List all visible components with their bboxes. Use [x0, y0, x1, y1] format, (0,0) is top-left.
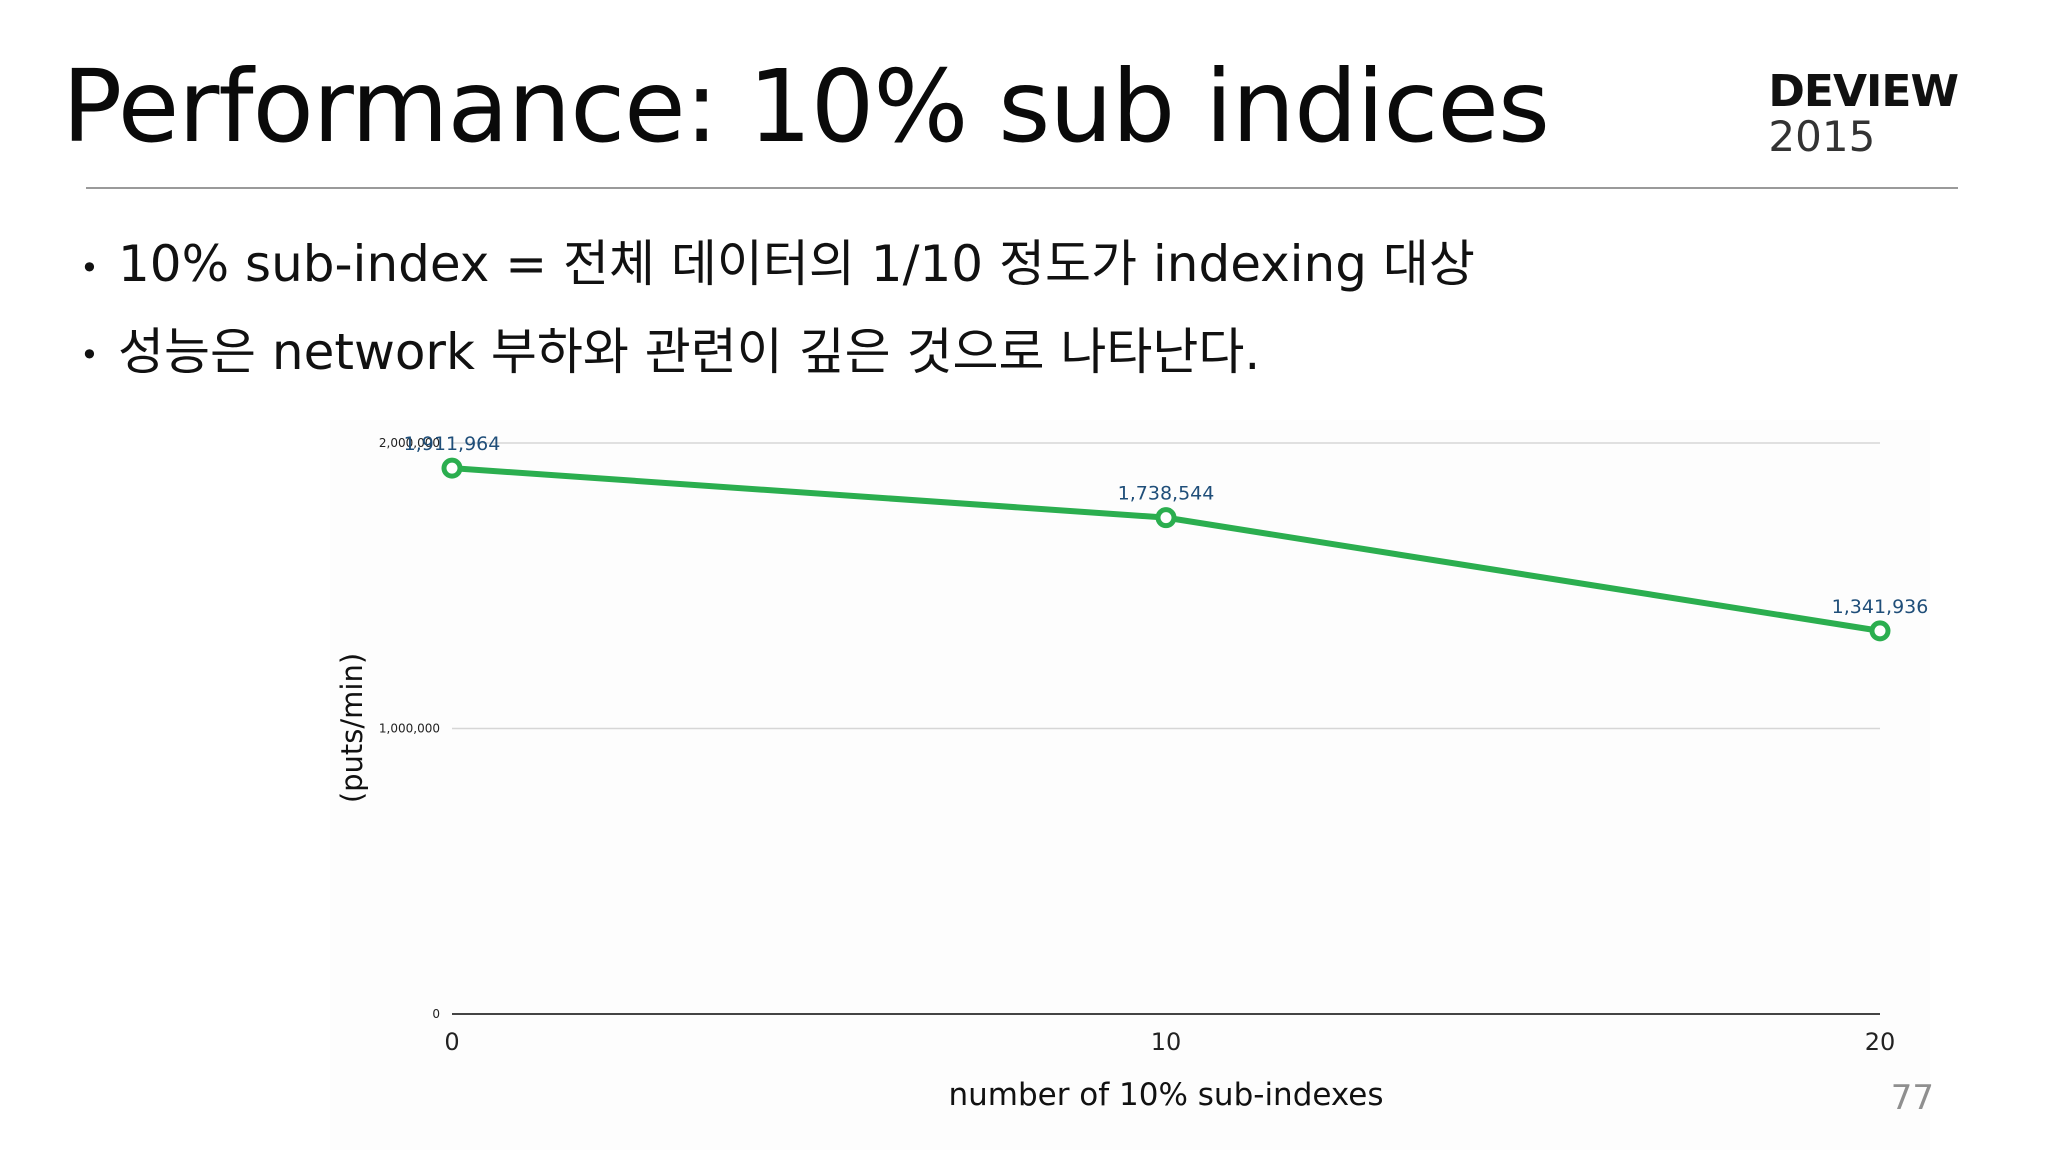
- page-number: 77: [1890, 1078, 1934, 1118]
- grid-lines: [452, 442, 1880, 730]
- x-tick-label: 0: [444, 1028, 459, 1056]
- bullet-text: 성능은 network 부하와 관련이 깊은 것으로 나타난다.: [118, 322, 1261, 381]
- series: [441, 457, 1891, 642]
- axes: 0 1,000,000 2,000,000 0 10 20 number of 10% su…: [335, 436, 1895, 1113]
- bullet-item: • 성능은 network 부하와 관련이 깊은 것으로 나타난다.: [80, 310, 1475, 398]
- data-label: 1,738,544: [1118, 483, 1215, 505]
- data-label: 1,341,936: [1832, 596, 1929, 618]
- brand-name: DEVIEW: [1768, 66, 1959, 117]
- y-tick-label: 1,000,000: [379, 722, 440, 736]
- labels: 1,911,964 1,738,544 1,341,936: [404, 433, 1929, 618]
- y-tick-label: 2,000,000: [379, 436, 440, 450]
- slide-title: Performance: 10% sub indices: [62, 48, 1550, 165]
- bullet-text: 10% sub-index = 전체 데이터의 1/10 정도가 indexin…: [118, 235, 1475, 293]
- data-point: [1869, 620, 1891, 642]
- x-axis-title: number of 10% sub-indexes: [948, 1077, 1383, 1113]
- bullet-dot-icon: •: [80, 336, 99, 374]
- x-tick-label: 10: [1151, 1028, 1182, 1056]
- bullet-list: • 10% sub-index = 전체 데이터의 1/10 정도가 indexi…: [80, 222, 1475, 397]
- plot-background: [330, 420, 1930, 1150]
- title-divider: [86, 187, 1958, 189]
- bullet-item: • 10% sub-index = 전체 데이터의 1/10 정도가 indexi…: [80, 222, 1475, 310]
- x-tick-label: 20: [1865, 1028, 1896, 1056]
- y-axis-title: (puts/min): [335, 653, 369, 803]
- bullet-dot-icon: •: [80, 248, 99, 287]
- data-label: 1,911,964: [404, 433, 501, 455]
- y-tick-label: 0: [432, 1007, 440, 1021]
- brand-year: 2015: [1768, 112, 1876, 161]
- deview-logo: DEVIEW 2015: [1768, 66, 1959, 161]
- data-point: [441, 457, 463, 479]
- data-point: [1155, 507, 1177, 529]
